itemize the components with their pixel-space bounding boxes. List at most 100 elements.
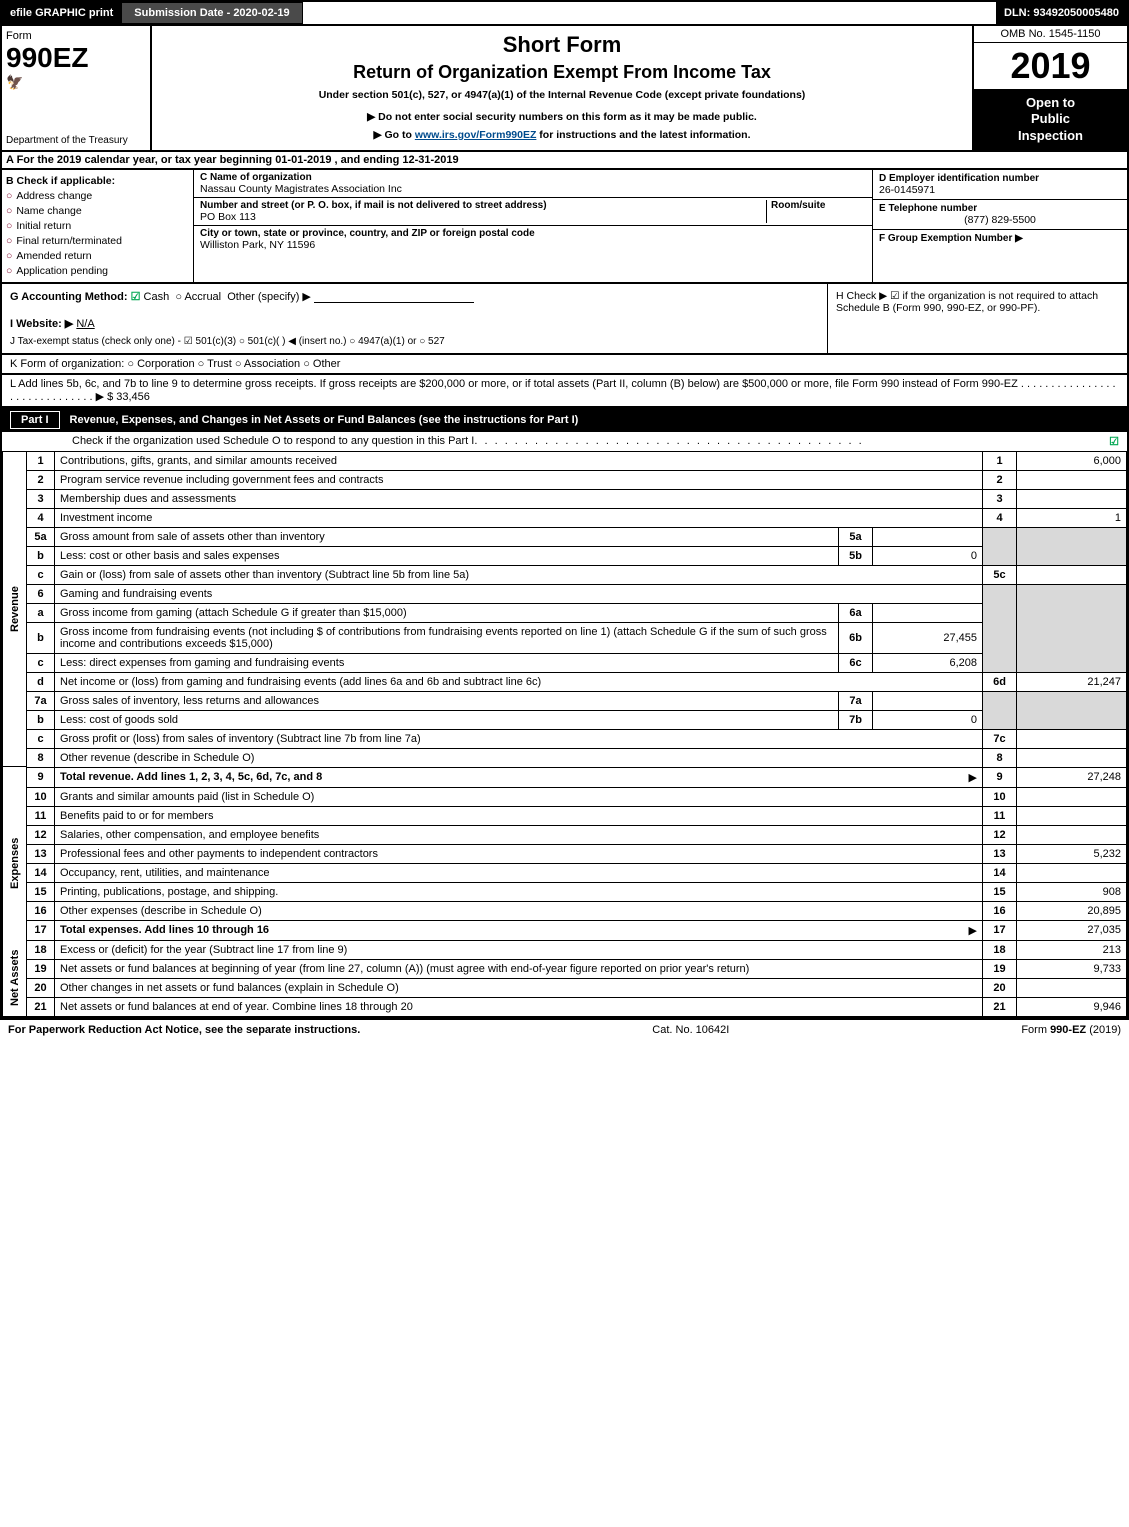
a20	[1017, 978, 1127, 997]
ln1: 1	[983, 451, 1017, 470]
n5b: b	[27, 546, 55, 565]
row-2: 2Program service revenue including gover…	[3, 470, 1127, 489]
g-cash: Cash	[144, 291, 170, 303]
d5b: Less: cost or other basis and sales expe…	[55, 546, 839, 565]
efile-label[interactable]: efile GRAPHIC print	[2, 2, 121, 24]
part1-header: Part I Revenue, Expenses, and Changes in…	[2, 408, 1127, 432]
header-right: OMB No. 1545-1150 2019 Open to Public In…	[972, 26, 1127, 150]
d7b: Less: cost of goods sold	[55, 710, 839, 729]
ln4: 4	[983, 508, 1017, 527]
row-15: 15Printing, publications, postage, and s…	[3, 882, 1127, 901]
ln6d: 6d	[983, 672, 1017, 691]
d14: Occupancy, rent, utilities, and maintena…	[55, 863, 983, 882]
row-6b: bGross income from fundraising events (n…	[3, 622, 1127, 653]
row-5a: 5aGross amount from sale of assets other…	[3, 527, 1127, 546]
d6d: Net income or (loss) from gaming and fun…	[55, 672, 983, 691]
d-label: D Employer identification number	[879, 173, 1121, 184]
a7c	[1017, 729, 1127, 748]
n10: 10	[27, 787, 55, 806]
row-17: 17Total expenses. Add lines 10 through 1…	[3, 920, 1127, 940]
row-7a: 7aGross sales of inventory, less returns…	[3, 691, 1127, 710]
n7b: b	[27, 710, 55, 729]
chk-initial-return[interactable]: Initial return	[6, 220, 189, 232]
i-label: I Website: ▶	[10, 318, 73, 330]
chk-address-change[interactable]: Address change	[6, 190, 189, 202]
d20: Other changes in net assets or fund bala…	[55, 978, 983, 997]
ln2: 2	[983, 470, 1017, 489]
a21: 9,946	[1017, 997, 1127, 1016]
d21: Net assets or fund balances at end of ye…	[55, 997, 983, 1016]
n4: 4	[27, 508, 55, 527]
ein-value: 26-0145971	[879, 184, 1121, 196]
open2: Public	[1031, 111, 1070, 126]
form-header: Form 990EZ 🦅 Department of the Treasury …	[0, 26, 1129, 152]
row-16: 16Other expenses (describe in Schedule O…	[3, 901, 1127, 920]
g-other[interactable]: Other (specify) ▶	[227, 291, 311, 303]
room-label: Room/suite	[771, 200, 866, 211]
grey5	[983, 527, 1017, 565]
ln5c: 5c	[983, 565, 1017, 584]
sa6c: 6,208	[873, 653, 983, 672]
ln18: 18	[983, 940, 1017, 959]
ln9: 9	[983, 767, 1017, 787]
ar9: ▶	[969, 771, 977, 784]
row-1: Revenue 1 Contributions, gifts, grants, …	[3, 451, 1127, 470]
row-6: 6Gaming and fundraising events	[3, 584, 1127, 603]
schedule-o-check[interactable]: ☑	[1109, 435, 1119, 448]
goto-suffix: for instructions and the latest informat…	[536, 129, 750, 141]
g-cash-check[interactable]: ☑	[131, 291, 141, 303]
row-6d: dNet income or (loss) from gaming and fu…	[3, 672, 1127, 691]
n9: 9	[27, 767, 55, 787]
top-bar: efile GRAPHIC print Submission Date - 20…	[0, 0, 1129, 26]
d18: Excess or (deficit) for the year (Subtra…	[55, 940, 983, 959]
goto-link[interactable]: www.irs.gov/Form990EZ	[415, 129, 537, 141]
row-8: 8Other revenue (describe in Schedule O)8	[3, 748, 1127, 767]
d1: Contributions, gifts, grants, and simila…	[60, 455, 337, 467]
ln20: 20	[983, 978, 1017, 997]
a17: 27,035	[1017, 920, 1127, 940]
a2	[1017, 470, 1127, 489]
n6a: a	[27, 603, 55, 622]
n5c: c	[27, 565, 55, 584]
chk-name-change[interactable]: Name change	[6, 205, 189, 217]
netassets-tab: Net Assets	[3, 940, 27, 1016]
a19: 9,733	[1017, 959, 1127, 978]
a9: 27,248	[1017, 767, 1127, 787]
row-6c: cLess: direct expenses from gaming and f…	[3, 653, 1127, 672]
n18: 18	[27, 940, 55, 959]
section-c: C Name of organization Nassau County Mag…	[194, 170, 872, 282]
revenue-tab: Revenue	[3, 451, 27, 767]
a5c	[1017, 565, 1127, 584]
part1-label: Part I	[10, 411, 60, 429]
header-left: Form 990EZ 🦅 Department of the Treasury	[2, 26, 152, 150]
d5c: Gain or (loss) from sale of assets other…	[55, 565, 983, 584]
g-other-slot[interactable]	[314, 291, 474, 303]
goto-line: ▶ Go to www.irs.gov/Form990EZ for instru…	[162, 129, 962, 141]
row-21: 21Net assets or fund balances at end of …	[3, 997, 1127, 1016]
submission-date: Submission Date - 2020-02-19	[121, 2, 302, 24]
form-number: 990EZ	[6, 42, 146, 74]
schedule-o-text: Check if the organization used Schedule …	[72, 435, 474, 448]
grey7	[983, 691, 1017, 729]
chk-application-pending[interactable]: Application pending	[6, 265, 189, 277]
sa5a	[873, 527, 983, 546]
chk-amended-return[interactable]: Amended return	[6, 250, 189, 262]
tax-year: 2019	[974, 43, 1127, 89]
n11: 11	[27, 806, 55, 825]
d16: Other expenses (describe in Schedule O)	[55, 901, 983, 920]
org-address: PO Box 113	[200, 211, 766, 223]
gh-block: G Accounting Method: ☑ Cash ○ Accrual Ot…	[0, 284, 1129, 355]
header-mid: Short Form Return of Organization Exempt…	[152, 26, 972, 150]
d3: Membership dues and assessments	[55, 489, 983, 508]
d6b: Gross income from fundraising events (no…	[55, 622, 839, 653]
n15: 15	[27, 882, 55, 901]
row-10: Expenses10Grants and similar amounts pai…	[3, 787, 1127, 806]
chk-final-return[interactable]: Final return/terminated	[6, 235, 189, 247]
ssn-note: ▶ Do not enter social security numbers o…	[162, 111, 962, 123]
s6a: 6a	[839, 603, 873, 622]
n5a: 5a	[27, 527, 55, 546]
section-b: B Check if applicable: Address change Na…	[2, 170, 194, 282]
d8: Other revenue (describe in Schedule O)	[55, 748, 983, 767]
g-accrual[interactable]: Accrual	[184, 291, 221, 303]
d6a: Gross income from gaming (attach Schedul…	[55, 603, 839, 622]
